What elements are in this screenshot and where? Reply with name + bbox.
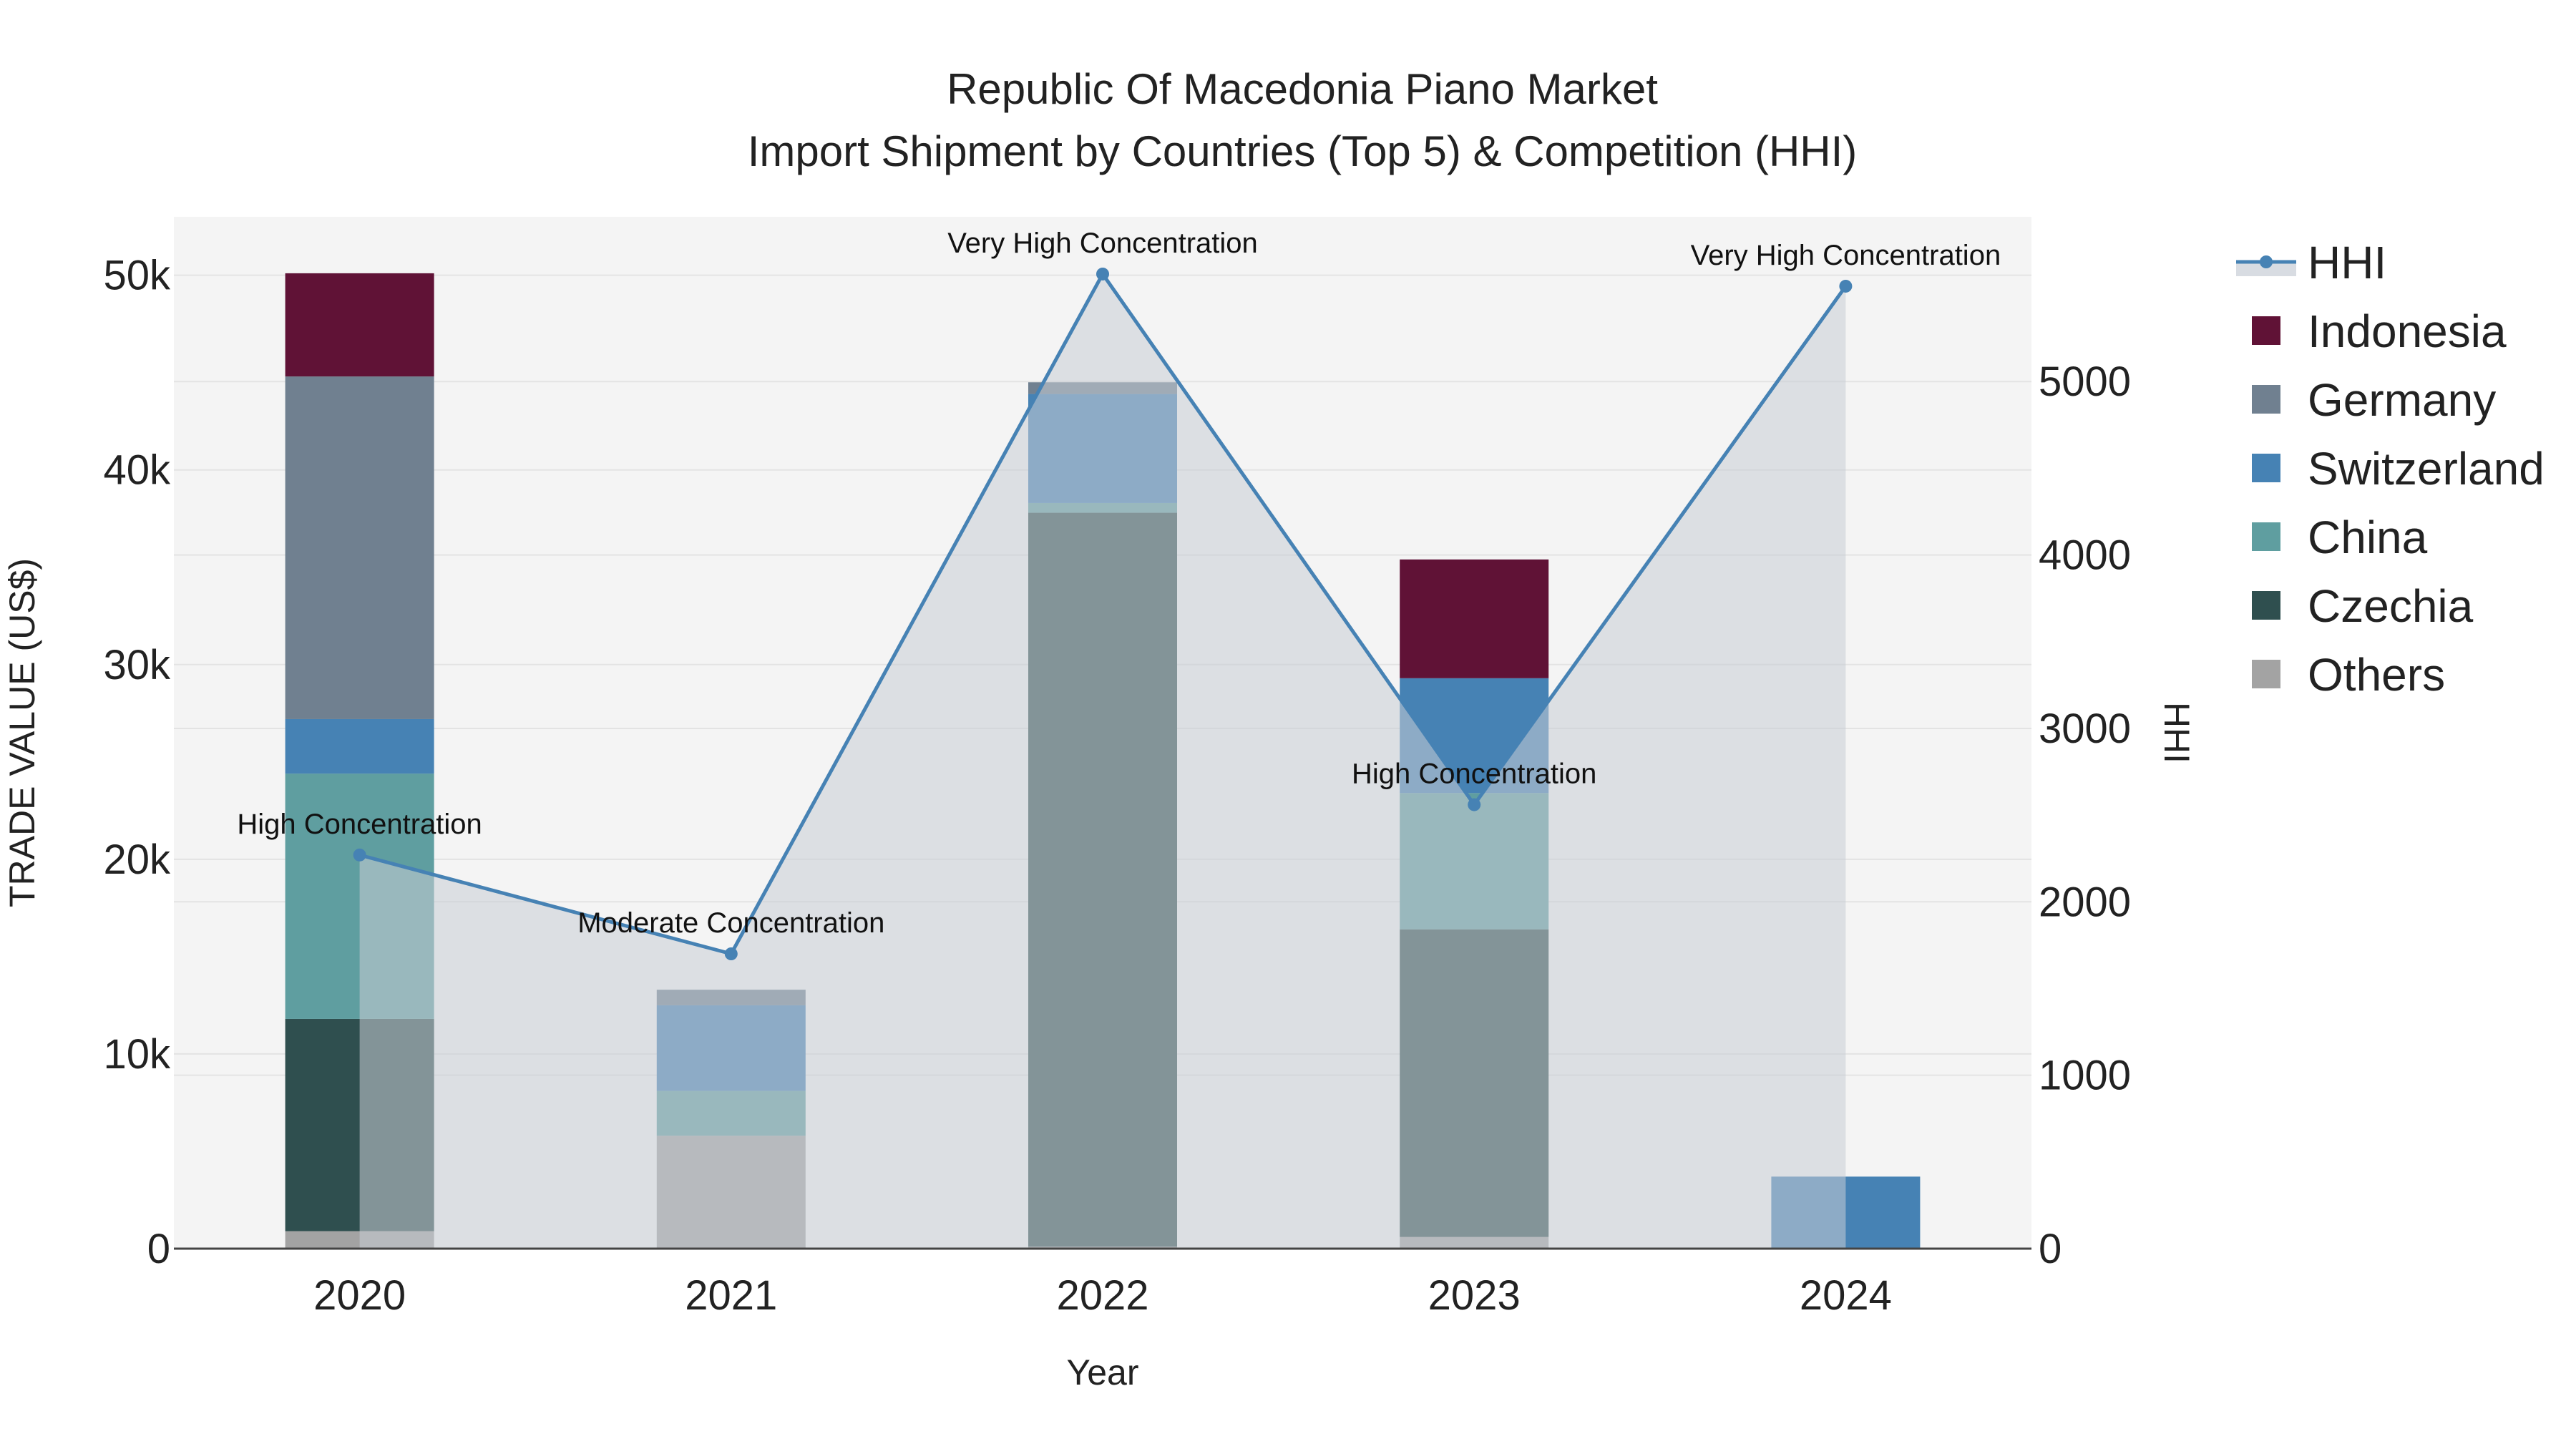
hhi-annotation-2020: High Concentration <box>237 809 482 840</box>
x-tick-label-2020: 2020 <box>313 1272 406 1319</box>
legend-label-indonesia: Indonesia <box>2308 306 2507 357</box>
hhi-marker-2020 <box>353 848 366 862</box>
hhi-marker-2024 <box>1839 279 1853 293</box>
hhi-annotation-2022: Very High Concentration <box>947 228 1258 259</box>
x-axis-title: Year <box>1066 1352 1138 1392</box>
y2-tick-label-5: 5000 <box>2039 358 2131 405</box>
x-tick-label-2024: 2024 <box>1800 1272 1892 1319</box>
y2-tick-label-3: 3000 <box>2039 706 2131 752</box>
bar-indonesia-2020 <box>285 273 434 377</box>
y2-tick-label-0: 0 <box>2039 1226 2062 1272</box>
hhi-area <box>359 273 1846 1249</box>
chart-title-line1: Republic Of Macedonia Piano Market <box>947 65 1658 113</box>
bar-switzerland-2020 <box>285 718 434 774</box>
x-tick-label-2023: 2023 <box>1428 1272 1521 1319</box>
y-tick-label-2: 20k <box>103 836 171 883</box>
x-tick-label-2021: 2021 <box>685 1272 777 1319</box>
legend-swatch-others <box>2252 660 2280 688</box>
y2-tick-label-1: 1000 <box>2039 1053 2131 1099</box>
legend-swatch-czechia <box>2252 591 2280 620</box>
bar-indonesia-2023 <box>1400 559 1549 678</box>
y2-axis-title: HHI <box>2157 702 2197 763</box>
legend-swatch-china <box>2252 522 2280 551</box>
y2-tick-label-2: 2000 <box>2039 879 2131 925</box>
y-tick-label-5: 50k <box>103 253 171 299</box>
hhi-annotation-2021: Moderate Concentration <box>577 907 884 939</box>
hhi-annotation-2023: High Concentration <box>1352 758 1596 790</box>
hhi-marker-2021 <box>724 947 738 960</box>
x-tick-label-2022: 2022 <box>1056 1272 1148 1319</box>
y-tick-label-3: 30k <box>103 642 171 688</box>
legend-label-germany: Germany <box>2308 374 2496 426</box>
y-axis-title: TRADE VALUE (US$) <box>2 558 42 907</box>
legend-swatch-germany <box>2252 385 2280 414</box>
legend-swatch-switzerland <box>2252 454 2280 482</box>
hhi-annotation-2024: Very High Concentration <box>1691 240 2001 271</box>
chart-title-line2: Import Shipment by Countries (Top 5) & C… <box>748 127 1858 175</box>
y2-tick-label-4: 4000 <box>2039 532 2131 579</box>
legend-swatch-area-hhi <box>2236 262 2296 276</box>
legend-label-china: China <box>2308 512 2428 563</box>
legend-label-switzerland: Switzerland <box>2308 443 2545 494</box>
y-tick-label-0: 0 <box>147 1226 170 1272</box>
legend-swatch-marker-hhi <box>2260 255 2273 268</box>
legend-label-others: Others <box>2308 649 2445 701</box>
legend-label-czechia: Czechia <box>2308 580 2474 632</box>
hhi-marker-2023 <box>1468 798 1481 811</box>
y-tick-label-4: 40k <box>103 447 171 494</box>
legend-label-hhi: HHI <box>2308 237 2386 288</box>
hhi-layer: High Concentration Moderate Concentration… <box>237 228 2001 1249</box>
axes-layer: 2020 2021 2022 2023 2024 0 10k 20k 30k 40k 50k 0 100… <box>103 253 2131 1319</box>
bar-germany-2020 <box>285 376 434 719</box>
hhi-marker-2022 <box>1096 267 1109 280</box>
legend-layer: HHI Indonesia Germany Switzerland China Czech… <box>2236 237 2545 701</box>
y-tick-label-1: 10k <box>103 1031 171 1078</box>
legend-swatch-indonesia <box>2252 316 2280 345</box>
